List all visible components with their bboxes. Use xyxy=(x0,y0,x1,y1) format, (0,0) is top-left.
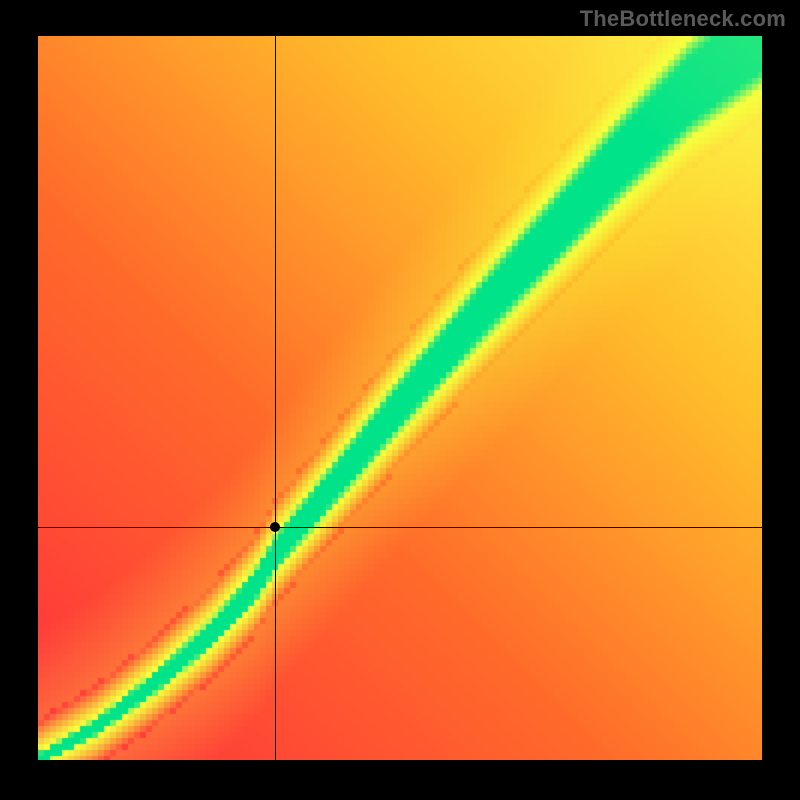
chart-container: TheBottleneck.com xyxy=(0,0,800,800)
watermark-text: TheBottleneck.com xyxy=(580,6,786,32)
crosshair-vertical xyxy=(275,36,276,760)
heatmap-canvas xyxy=(38,36,762,760)
plot-area xyxy=(38,36,762,760)
crosshair-horizontal xyxy=(38,527,762,528)
crosshair-marker xyxy=(270,522,280,532)
